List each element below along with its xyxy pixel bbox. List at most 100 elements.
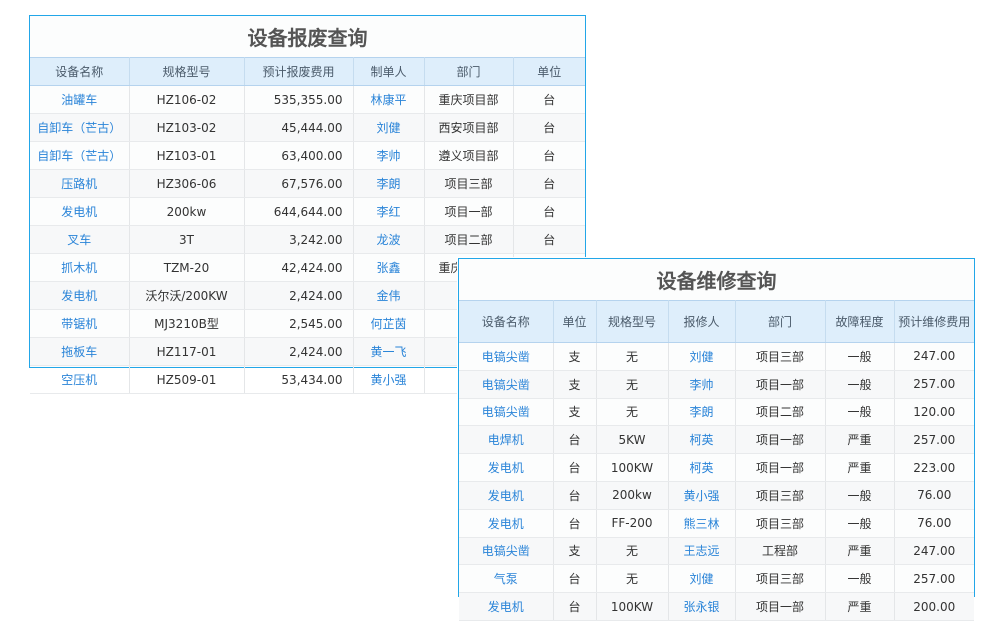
table-cell[interactable]: 压路机: [30, 169, 130, 198]
table-cell[interactable]: 林康平: [353, 85, 425, 114]
table-cell[interactable]: 李帅: [353, 141, 425, 170]
table-cell[interactable]: 气泵: [459, 564, 554, 594]
column-header[interactable]: 预计维修费用: [894, 300, 974, 343]
table-cell: 644,644.00: [244, 197, 354, 226]
table-cell[interactable]: 黄一飞: [353, 337, 425, 366]
table-cell: 严重: [825, 592, 895, 621]
table-cell: 无: [596, 398, 669, 427]
table-cell[interactable]: 张永银: [668, 592, 736, 621]
column-header[interactable]: 故障程度: [825, 300, 895, 343]
table-row[interactable]: 发电机台 200kw 黄小强 项目三部 一般 76.00: [459, 481, 974, 510]
table-cell[interactable]: 叉车: [30, 225, 130, 254]
table-cell: 63,400.00: [244, 141, 354, 170]
repair-table: 设备名称 单位 规格型号 报修人 部门 故障程度 预计维修费用 电镐尖凿支无刘健 项目三部 一般…: [459, 300, 974, 621]
table-cell[interactable]: 发电机: [459, 481, 554, 510]
table-row[interactable]: 发电机 200kw 644,644.00 李红 项目一部台: [30, 197, 585, 226]
table-cell: 台: [553, 481, 597, 510]
table-cell[interactable]: 油罐车: [30, 85, 130, 114]
table-cell: 台: [513, 225, 585, 254]
table-cell: HZ117-01: [129, 337, 245, 366]
table-cell[interactable]: 发电机: [459, 453, 554, 482]
table-row[interactable]: 叉车 3T 3,242.00 龙波 项目二部台: [30, 225, 585, 254]
table-cell: 无: [596, 342, 669, 371]
table-cell[interactable]: 电镐尖凿: [459, 537, 554, 566]
table-cell[interactable]: 电镐尖凿: [459, 370, 554, 399]
table-cell[interactable]: 李朗: [668, 398, 736, 427]
table-row[interactable]: 压路机 HZ306-06 67,576.00 李朗 项目三部台: [30, 169, 585, 198]
table-cell[interactable]: 张鑫: [353, 253, 425, 282]
table-cell[interactable]: 电镐尖凿: [459, 398, 554, 427]
table-row[interactable]: 电镐尖凿支无王志远 工程部 严重 247.00: [459, 537, 974, 566]
table-cell[interactable]: 黄小强: [668, 481, 736, 510]
table-cell[interactable]: 发电机: [30, 281, 130, 310]
table-row[interactable]: 电镐尖凿支无李朗 项目二部 一般 120.00: [459, 398, 974, 427]
table-cell: 200kw: [596, 481, 669, 510]
table-cell: 支: [553, 537, 597, 566]
column-header[interactable]: 设备名称: [30, 57, 130, 86]
table-cell: 76.00: [894, 481, 974, 510]
table-cell[interactable]: 李帅: [668, 370, 736, 399]
table-cell[interactable]: 黄小强: [353, 365, 425, 394]
column-header[interactable]: 报修人: [668, 300, 736, 343]
table-cell: 42,424.00: [244, 253, 354, 282]
repair-query-panel: 设备维修查询 设备名称 单位 规格型号 报修人 部门 故障程度 预计维修费用 电镐尖凿支无刘…: [458, 258, 975, 621]
table-cell: 200.00: [894, 592, 974, 621]
table-cell[interactable]: 抓木机: [30, 253, 130, 282]
table-cell: 项目三部: [735, 342, 826, 371]
table-cell: 120.00: [894, 398, 974, 427]
table-cell: HZ106-02: [129, 85, 245, 114]
table-cell[interactable]: 电镐尖凿: [459, 342, 554, 371]
table-cell: 项目三部: [735, 509, 826, 538]
table-cell: 重庆项目部: [424, 85, 514, 114]
table-cell: 台: [513, 85, 585, 114]
column-header[interactable]: 单位: [553, 300, 597, 343]
table-cell[interactable]: 柯英: [668, 425, 736, 455]
table-cell: 台: [513, 113, 585, 142]
table-cell[interactable]: 空压机: [30, 365, 130, 394]
table-cell[interactable]: 拖板车: [30, 337, 130, 366]
table-row[interactable]: 发电机台 100KW 柯英 项目一部 严重 223.00: [459, 453, 974, 482]
table-cell: 台: [553, 453, 597, 482]
table-cell[interactable]: 自卸车（芒古）: [30, 113, 130, 142]
table-cell[interactable]: 发电机: [459, 509, 554, 538]
table-row[interactable]: 发电机台 FF-200 熊三林 项目三部 一般 76.00: [459, 509, 974, 538]
table-row[interactable]: 自卸车（芒古） HZ103-02 45,444.00 刘健 西安项目部台: [30, 113, 585, 142]
table-cell[interactable]: 自卸车（芒古）: [30, 141, 130, 170]
table-row[interactable]: 自卸车（芒古） HZ103-01 63,400.00 李帅 遵义项目部台: [30, 141, 585, 170]
table-cell: 台: [513, 197, 585, 226]
table-row[interactable]: 发电机台 100KW 张永银 项目一部 严重 200.00: [459, 592, 974, 621]
table-cell[interactable]: 刘健: [668, 564, 736, 594]
table-cell[interactable]: 发电机: [459, 592, 554, 621]
table-cell[interactable]: 李红: [353, 197, 425, 226]
column-header[interactable]: 规格型号: [129, 57, 245, 86]
table-cell[interactable]: 李朗: [353, 169, 425, 198]
table-cell[interactable]: 熊三林: [668, 509, 736, 538]
table-cell: 项目三部: [424, 169, 514, 198]
table-cell[interactable]: 金伟: [353, 281, 425, 310]
table-cell[interactable]: 发电机: [30, 197, 130, 226]
table-cell[interactable]: 带锯机: [30, 309, 130, 338]
table-row[interactable]: 电焊机台 5KW 柯英 项目一部 严重 257.00: [459, 425, 974, 455]
column-header[interactable]: 设备名称: [459, 300, 554, 343]
table-row[interactable]: 电镐尖凿支无李帅 项目一部 一般 257.00: [459, 370, 974, 399]
column-header[interactable]: 预计报废费用: [244, 57, 354, 86]
table-row[interactable]: 电镐尖凿支无刘健 项目三部 一般 247.00: [459, 342, 974, 371]
table-cell[interactable]: 柯英: [668, 453, 736, 482]
table-cell[interactable]: 刘健: [353, 113, 425, 142]
table-cell[interactable]: 王志远: [668, 537, 736, 566]
column-header[interactable]: 规格型号: [596, 300, 669, 343]
column-header[interactable]: 部门: [424, 57, 514, 86]
table-cell: 严重: [825, 453, 895, 482]
table-row[interactable]: 油罐车 HZ106-02 535,355.00 林康平 重庆项目部台: [30, 85, 585, 114]
table-cell[interactable]: 电焊机: [459, 425, 554, 455]
column-header[interactable]: 部门: [735, 300, 826, 343]
table-cell: 台: [553, 509, 597, 538]
table-row[interactable]: 气泵台无刘健 项目三部 一般 257.00: [459, 564, 974, 594]
table-cell: 一般: [825, 481, 895, 510]
column-header[interactable]: 制单人: [353, 57, 425, 86]
table-cell[interactable]: 何芷茵: [353, 309, 425, 338]
column-header[interactable]: 单位: [513, 57, 585, 86]
table-cell[interactable]: 龙波: [353, 225, 425, 254]
table-cell[interactable]: 刘健: [668, 342, 736, 371]
table-cell: MJ3210B型: [129, 309, 245, 338]
